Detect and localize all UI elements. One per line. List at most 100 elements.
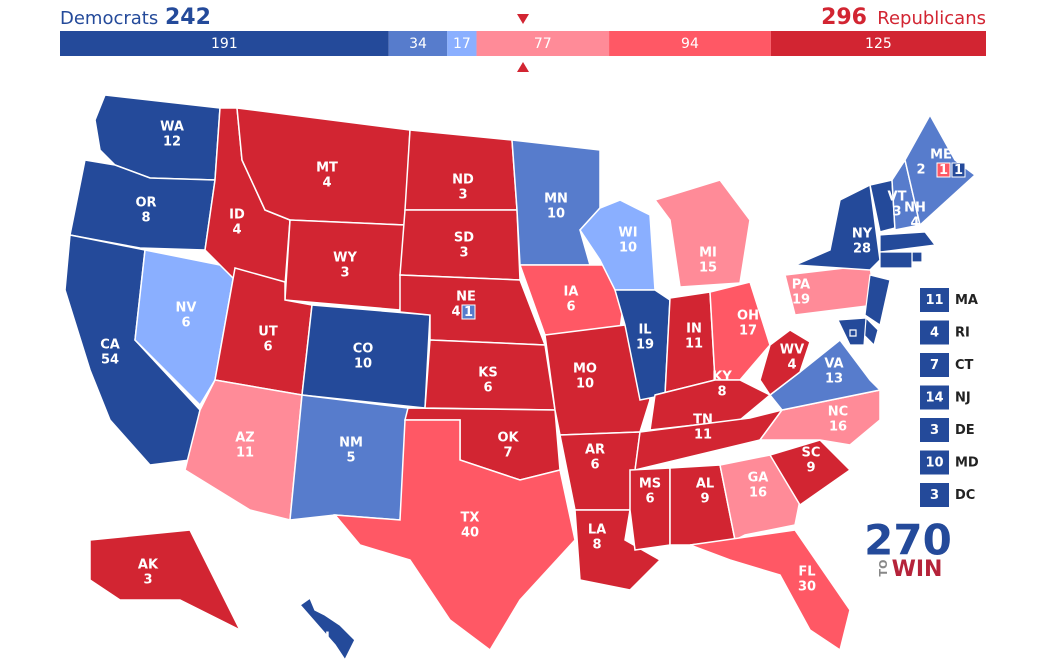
marker-top xyxy=(517,14,529,24)
state-abbr: MT xyxy=(316,161,338,176)
state-shape[interactable] xyxy=(511,139,601,266)
state-votes: 17 xyxy=(739,324,757,339)
bar-segment xyxy=(60,31,389,56)
state-votes: 3 xyxy=(892,205,901,220)
state-abbr: WY xyxy=(333,251,357,266)
state-votes: 9 xyxy=(806,461,815,476)
state-abbr: IL xyxy=(638,323,651,338)
state-votes: 4 xyxy=(910,216,919,231)
district-box[interactable] xyxy=(951,162,966,178)
state-shape[interactable] xyxy=(629,467,671,551)
small-state-box[interactable] xyxy=(920,450,949,475)
state-abbr: TN xyxy=(693,413,713,428)
small-state-box[interactable] xyxy=(920,353,949,377)
state-votes: 15 xyxy=(699,261,717,276)
state-votes: 11 xyxy=(694,428,712,443)
state-abbr: WA xyxy=(160,120,184,135)
state-votes: 10 xyxy=(547,207,565,222)
state-shape[interactable] xyxy=(879,251,913,269)
us-map xyxy=(64,94,977,662)
logo-to: TO xyxy=(877,560,890,577)
bar-segment xyxy=(609,31,771,56)
state-votes: 4 xyxy=(317,646,326,661)
state-abbr: FL xyxy=(798,565,815,580)
small-state-box[interactable] xyxy=(920,320,949,345)
state-abbr: MN xyxy=(544,192,568,207)
bar-segment-label: 77 xyxy=(534,36,552,52)
state-abbr: IA xyxy=(564,285,579,300)
state-votes: 19 xyxy=(792,293,810,308)
small-state-votes: 11 xyxy=(925,293,943,308)
state-abbr: LA xyxy=(588,523,606,538)
small-state-box[interactable] xyxy=(920,483,949,507)
state-votes: 11 xyxy=(236,446,254,461)
state-shape[interactable] xyxy=(653,179,751,288)
state-votes: 6 xyxy=(566,300,575,315)
vote-bar: 191 34 17 77 94 125 xyxy=(60,14,986,72)
district-votes: 1 xyxy=(954,163,963,178)
state-abbr: NC xyxy=(828,405,848,420)
logo-win: WIN xyxy=(892,557,943,582)
state-votes: 16 xyxy=(829,420,847,435)
state-votes: 3 xyxy=(459,246,468,261)
state-shape[interactable] xyxy=(768,439,852,507)
small-state-votes: 3 xyxy=(930,488,939,503)
small-state-list: 11 MA 4 RI 7 CT 14 NJ 3 DE 10 MD 3 DC xyxy=(920,288,979,507)
state-shape[interactable] xyxy=(709,281,771,381)
state-votes: 5 xyxy=(346,451,355,466)
district-box[interactable] xyxy=(461,304,476,320)
bar-segment xyxy=(447,31,477,56)
state-abbr: NY xyxy=(852,227,873,242)
small-state-votes: 4 xyxy=(930,326,939,341)
state-shape[interactable] xyxy=(849,329,857,337)
state-shape[interactable] xyxy=(864,274,891,326)
state-abbr: MS xyxy=(639,477,661,492)
state-shape[interactable] xyxy=(879,231,937,253)
state-votes: 13 xyxy=(825,372,843,387)
rep-total: 296 xyxy=(821,5,867,30)
bar-segment-label: 191 xyxy=(211,36,238,52)
small-state-box[interactable] xyxy=(920,385,949,410)
state-abbr: UT xyxy=(258,325,278,340)
state-votes: 2 xyxy=(916,163,925,178)
state-abbr: HI xyxy=(314,631,330,646)
logo: 270 TO WIN xyxy=(864,516,952,583)
state-votes: 4 xyxy=(451,305,460,320)
state-abbr: OH xyxy=(737,309,759,324)
logo-number: 270 xyxy=(864,516,952,565)
state-votes: 8 xyxy=(592,538,601,553)
state-votes: 4 xyxy=(787,358,796,373)
state-shape[interactable] xyxy=(333,419,576,652)
state-abbr: CA xyxy=(100,338,120,353)
state-votes: 11 xyxy=(685,337,703,352)
bar-segment xyxy=(770,31,986,56)
state-abbr: GA xyxy=(748,471,769,486)
state-shape[interactable] xyxy=(911,251,923,263)
district-box[interactable] xyxy=(936,162,951,178)
state-votes: 10 xyxy=(576,377,594,392)
state-shape[interactable] xyxy=(759,329,811,397)
state-shape[interactable] xyxy=(579,199,656,291)
district-votes: 1 xyxy=(939,163,948,178)
state-shape[interactable] xyxy=(298,596,356,662)
state-abbr: MO xyxy=(573,362,597,377)
state-votes: 9 xyxy=(700,492,709,507)
state-shape[interactable] xyxy=(689,529,851,652)
state-votes: 3 xyxy=(143,573,152,588)
state-votes: 10 xyxy=(354,357,372,372)
state-votes: 28 xyxy=(853,242,871,257)
state-shape[interactable] xyxy=(89,529,242,632)
small-state-votes: 14 xyxy=(925,391,943,406)
bar-segment-label: 94 xyxy=(681,36,699,52)
bar-segment-label: 17 xyxy=(453,36,471,52)
small-state-box[interactable] xyxy=(920,288,949,312)
state-abbr: ID xyxy=(229,208,245,223)
state-votes: 6 xyxy=(263,340,272,355)
bar-segment xyxy=(476,31,610,56)
small-state-box[interactable] xyxy=(920,418,949,442)
state-abbr: MI xyxy=(699,246,717,261)
small-state-abbr: CT xyxy=(955,358,974,373)
marker-bottom xyxy=(517,62,529,72)
state-abbr: CO xyxy=(353,342,374,357)
